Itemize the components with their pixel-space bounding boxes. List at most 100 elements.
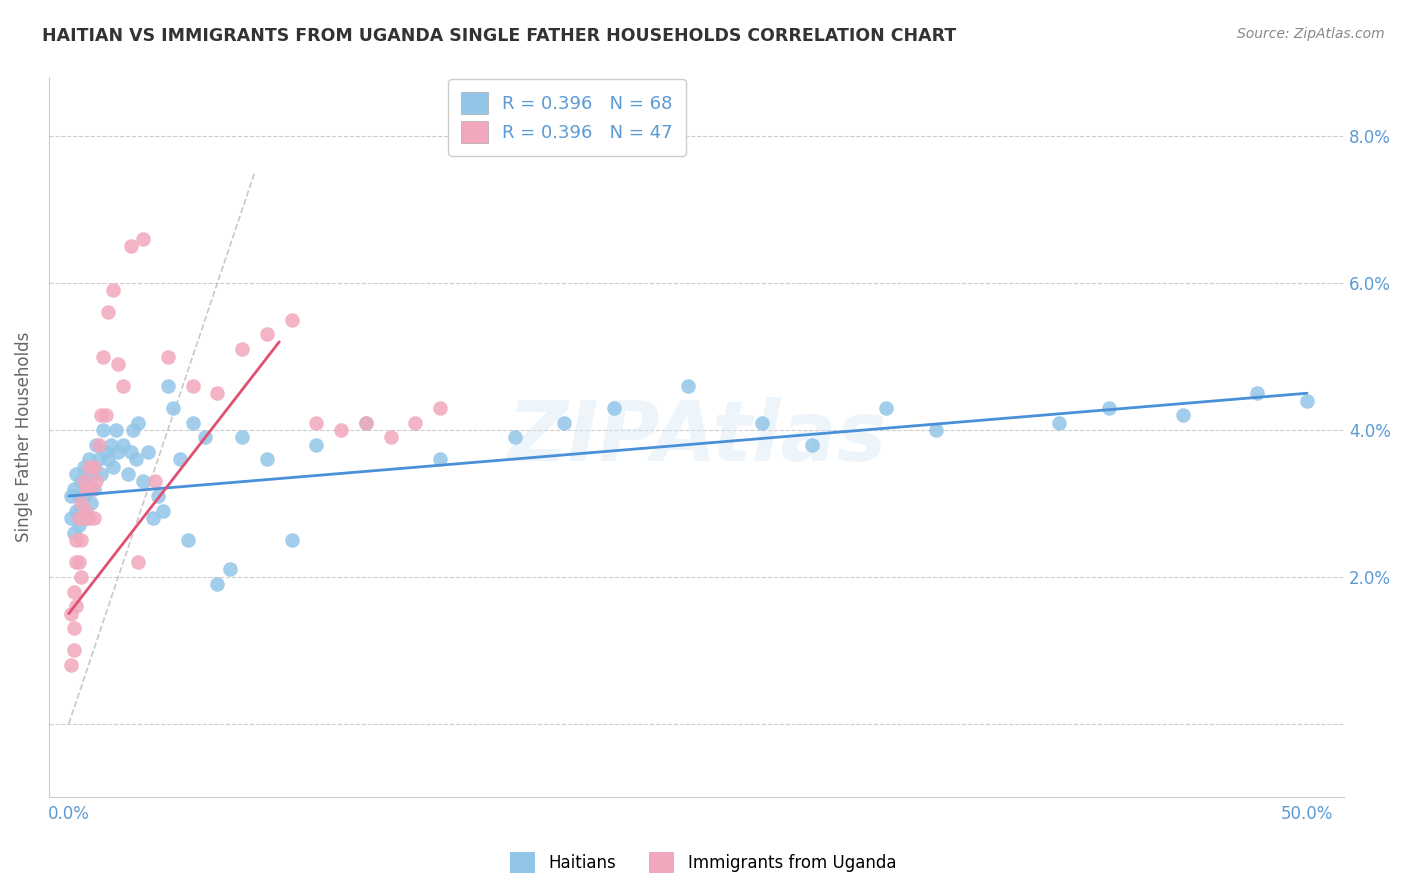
Point [503,430,526,444]
Point [62,621,84,635]
Point [67,489,90,503]
Point [354,416,377,430]
Point [156,379,179,393]
Point [70,533,93,548]
Point [1047,416,1070,430]
Point [75,504,97,518]
Point [77,459,100,474]
Point [107,445,129,459]
Point [305,416,328,430]
Point [132,475,155,489]
Point [72,475,94,489]
Point [127,416,149,430]
Point [218,562,240,576]
Legend: Haitians, Immigrants from Uganda: Haitians, Immigrants from Uganda [503,846,903,880]
Point [93,350,115,364]
Point [70,570,93,584]
Point [94,409,117,423]
Point [145,475,167,489]
Point [305,437,328,451]
Point [62,482,84,496]
Point [77,482,100,496]
Point [60,657,83,672]
Point [83,482,105,496]
Point [176,533,198,548]
Point [100,437,122,451]
Point [146,489,169,503]
Text: ZIPAtlas: ZIPAtlas [508,397,886,478]
Point [72,511,94,525]
Point [1296,393,1319,408]
Point [75,482,97,496]
Point [65,599,87,614]
Point [94,445,117,459]
Point [207,386,229,401]
Point [67,518,90,533]
Point [104,423,127,437]
Point [924,423,946,437]
Point [67,555,90,569]
Point [207,577,229,591]
Point [120,239,142,253]
Point [75,511,97,525]
Point [65,533,87,548]
Point [83,459,105,474]
Point [103,284,125,298]
Point [65,467,87,481]
Point [60,607,83,621]
Point [70,496,93,510]
Point [117,467,139,481]
Legend: R = 0.396   N = 68, R = 0.396   N = 47: R = 0.396 N = 68, R = 0.396 N = 47 [449,79,686,156]
Point [405,416,427,430]
Point [800,437,823,451]
Point [330,423,353,437]
Text: Source: ZipAtlas.com: Source: ZipAtlas.com [1237,27,1385,41]
Point [280,313,302,327]
Point [602,401,624,415]
Text: HAITIAN VS IMMIGRANTS FROM UGANDA SINGLE FATHER HOUSEHOLDS CORRELATION CHART: HAITIAN VS IMMIGRANTS FROM UGANDA SINGLE… [42,27,956,45]
Point [181,416,204,430]
Point [77,452,100,467]
Point [83,459,105,474]
Point [132,232,155,246]
Point [80,496,103,510]
Point [429,401,451,415]
Point [80,467,103,481]
Point [65,555,87,569]
Point [65,504,87,518]
Point [97,452,120,467]
Point [676,379,699,393]
Point [162,401,184,415]
Point [136,445,159,459]
Point [90,467,112,481]
Point [87,452,110,467]
Point [112,379,135,393]
Point [84,437,107,451]
Point [84,475,107,489]
Point [429,452,451,467]
Point [354,416,377,430]
Point [87,437,110,451]
Point [75,475,97,489]
Point [124,452,146,467]
Point [62,584,84,599]
Point [70,504,93,518]
Point [169,452,191,467]
Point [152,504,174,518]
Point [62,643,84,657]
Point [181,379,204,393]
Point [751,416,773,430]
Point [231,342,253,356]
Point [280,533,302,548]
Point [80,482,103,496]
Point [875,401,897,415]
Point [72,489,94,503]
Point [1246,386,1268,401]
Point [103,459,125,474]
Point [256,452,278,467]
Point [62,525,84,540]
Point [156,350,179,364]
Point [90,409,112,423]
Point [120,445,142,459]
Point [127,555,149,569]
